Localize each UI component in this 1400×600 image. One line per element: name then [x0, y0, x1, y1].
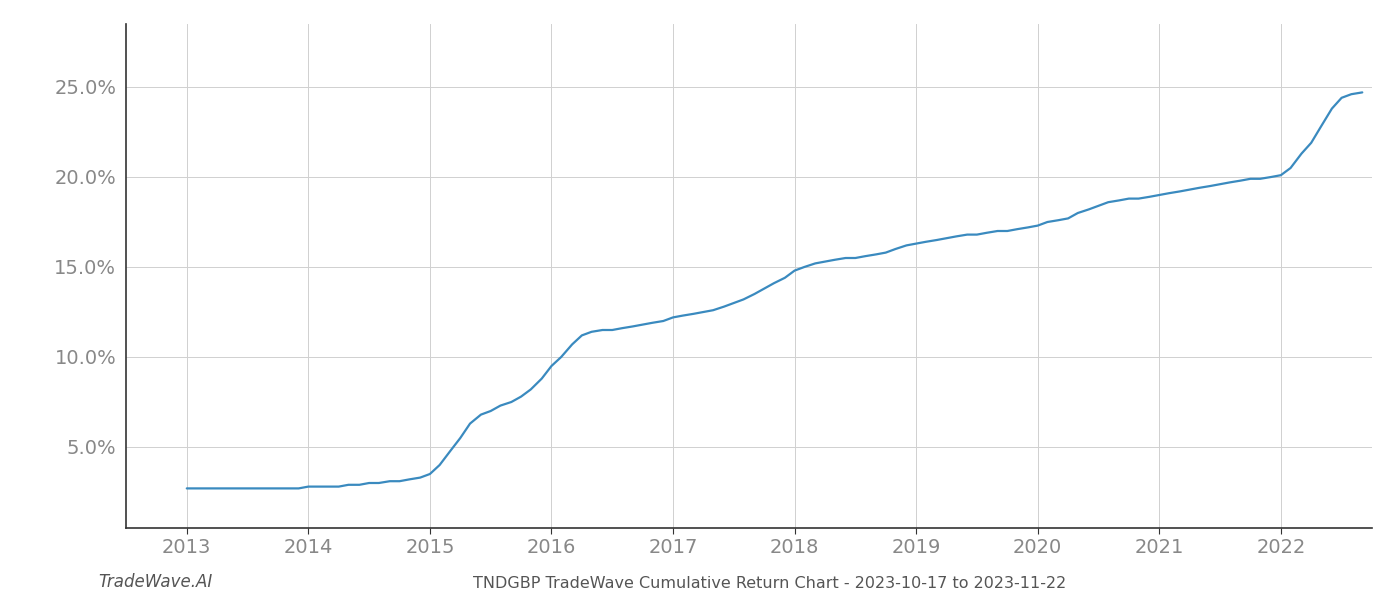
Text: TNDGBP TradeWave Cumulative Return Chart - 2023-10-17 to 2023-11-22: TNDGBP TradeWave Cumulative Return Chart…	[473, 576, 1067, 591]
Text: TradeWave.AI: TradeWave.AI	[98, 573, 213, 591]
